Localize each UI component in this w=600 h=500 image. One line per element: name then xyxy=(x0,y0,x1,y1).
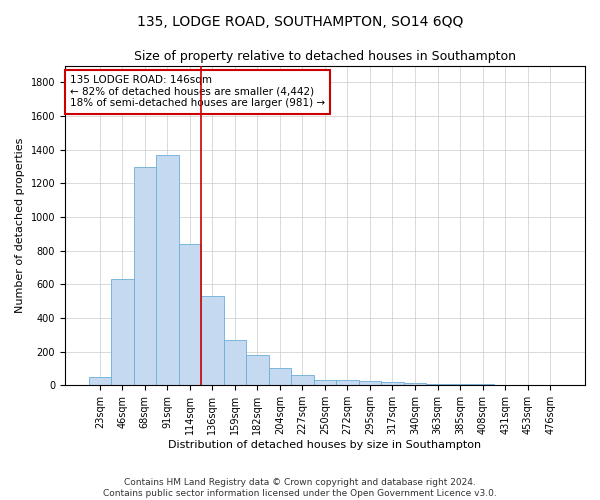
Bar xyxy=(156,154,179,385)
Title: Size of property relative to detached houses in Southampton: Size of property relative to detached ho… xyxy=(134,50,516,63)
Text: Contains HM Land Registry data © Crown copyright and database right 2024.
Contai: Contains HM Land Registry data © Crown c… xyxy=(103,478,497,498)
Bar xyxy=(471,384,494,385)
Bar xyxy=(404,382,426,385)
Bar xyxy=(291,375,314,385)
Text: 135, LODGE ROAD, SOUTHAMPTON, SO14 6QQ: 135, LODGE ROAD, SOUTHAMPTON, SO14 6QQ xyxy=(137,15,463,29)
Bar xyxy=(134,166,156,385)
Bar xyxy=(179,244,201,385)
Bar xyxy=(426,384,449,385)
Text: 135 LODGE ROAD: 146sqm
← 82% of detached houses are smaller (4,442)
18% of semi-: 135 LODGE ROAD: 146sqm ← 82% of detached… xyxy=(70,75,325,108)
Bar xyxy=(246,355,269,385)
Bar xyxy=(224,340,246,385)
Y-axis label: Number of detached properties: Number of detached properties xyxy=(15,138,25,313)
Bar xyxy=(494,384,517,385)
X-axis label: Distribution of detached houses by size in Southampton: Distribution of detached houses by size … xyxy=(169,440,482,450)
Bar xyxy=(269,368,291,385)
Bar xyxy=(314,380,336,385)
Bar xyxy=(359,381,381,385)
Bar xyxy=(449,384,471,385)
Bar xyxy=(111,279,134,385)
Bar xyxy=(89,377,111,385)
Bar xyxy=(336,380,359,385)
Bar xyxy=(201,296,224,385)
Bar xyxy=(381,382,404,385)
